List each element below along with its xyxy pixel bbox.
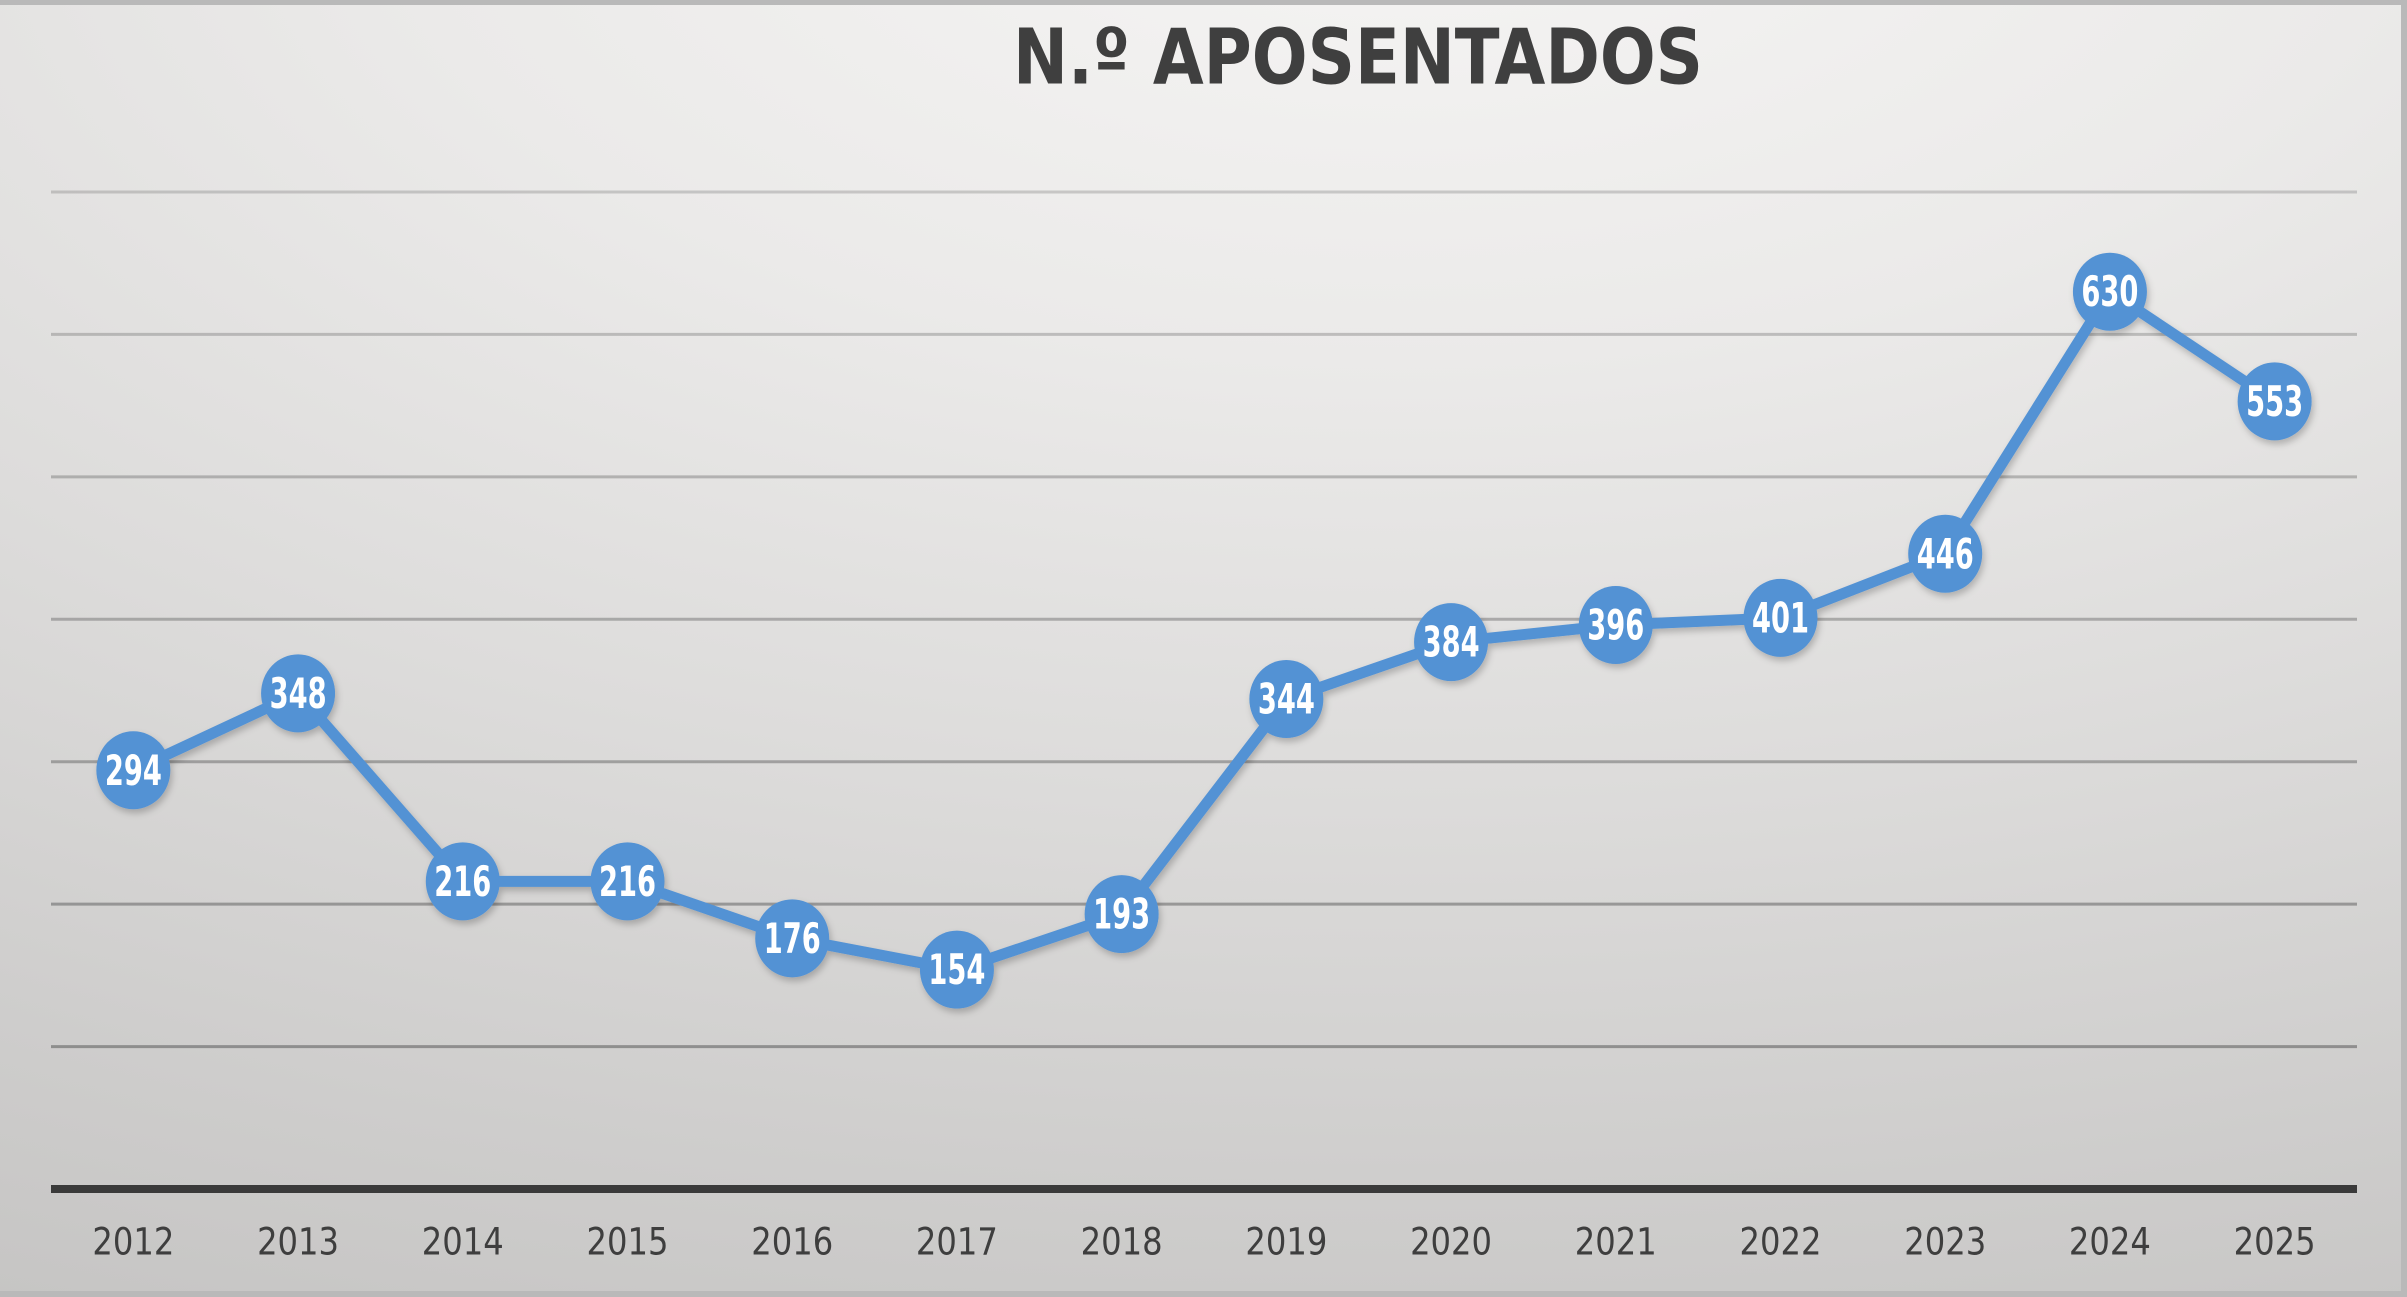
data-point-marker[interactable] [1084,875,1159,954]
gridlines-group [51,190,2357,1049]
screen-edge-right [2401,0,2407,1297]
data-series-group [96,252,2312,1009]
data-point-label: 176 [764,914,821,963]
data-point-marker[interactable] [1578,585,1653,664]
x-axis-tick-label: 2013 [257,1221,339,1264]
data-point-label: 348 [270,669,327,718]
x-axis-tick-label: 2024 [2069,1221,2151,1264]
data-point-label: 344 [1258,675,1315,724]
x-axis-tick-label: 2017 [916,1221,998,1264]
data-point-label: 401 [1752,593,1809,642]
data-point-marker[interactable] [755,899,830,978]
data-point-marker[interactable] [590,842,665,921]
x-axis-tick-label: 2021 [1575,1221,1657,1264]
x-axis-tick-label: 2019 [1245,1221,1327,1264]
data-point-marker[interactable] [919,930,994,1009]
x-axis-tick-label: 2015 [587,1221,669,1264]
data-point-label: 216 [599,857,656,906]
data-point-marker[interactable] [2072,252,2147,331]
x-axis-tick-label: 2016 [751,1221,833,1264]
screen-edge-top [0,0,2407,5]
data-point-marker[interactable] [1743,578,1818,657]
x-axis-tick-label: 2025 [2234,1221,2316,1264]
data-point-marker[interactable] [1414,603,1489,682]
data-point-label: 294 [105,746,162,795]
data-labels-group: 294 348 216 216 176 154 193 344 384 396 401 446 630 5… [105,267,2303,994]
x-axis-tick-label: 2014 [422,1221,504,1264]
data-point-marker[interactable] [425,842,500,921]
data-point-label: 446 [1917,529,1974,578]
data-point-label: 193 [1093,890,1150,939]
data-point-label: 396 [1587,600,1644,649]
screen-edge-bottom [0,1291,2407,1297]
data-point-marker[interactable] [1908,514,1983,593]
data-point-label: 553 [2246,377,2303,426]
data-point-label: 216 [434,857,491,906]
x-axis-tick-label: 2022 [1740,1221,1822,1264]
data-point-marker[interactable] [261,654,336,733]
x-axis-tick-label: 2020 [1410,1221,1492,1264]
x-tick-labels-group: 2012 2013 2014 2015 2016 2017 2018 2019 2020 2021… [92,1221,2315,1264]
data-point-marker[interactable] [96,731,171,810]
data-point-label: 384 [1423,618,1480,667]
chart-title: N.º APOSENTADOS [1013,14,1703,103]
data-point-marker[interactable] [1249,660,1324,739]
x-axis-tick-label: 2023 [1904,1221,1986,1264]
data-point-marker[interactable] [2237,362,2312,441]
x-axis-tick-label: 2018 [1081,1221,1163,1264]
x-axis-tick-label: 2012 [92,1221,174,1264]
data-point-label: 154 [928,945,985,994]
data-point-label: 630 [2081,267,2138,316]
